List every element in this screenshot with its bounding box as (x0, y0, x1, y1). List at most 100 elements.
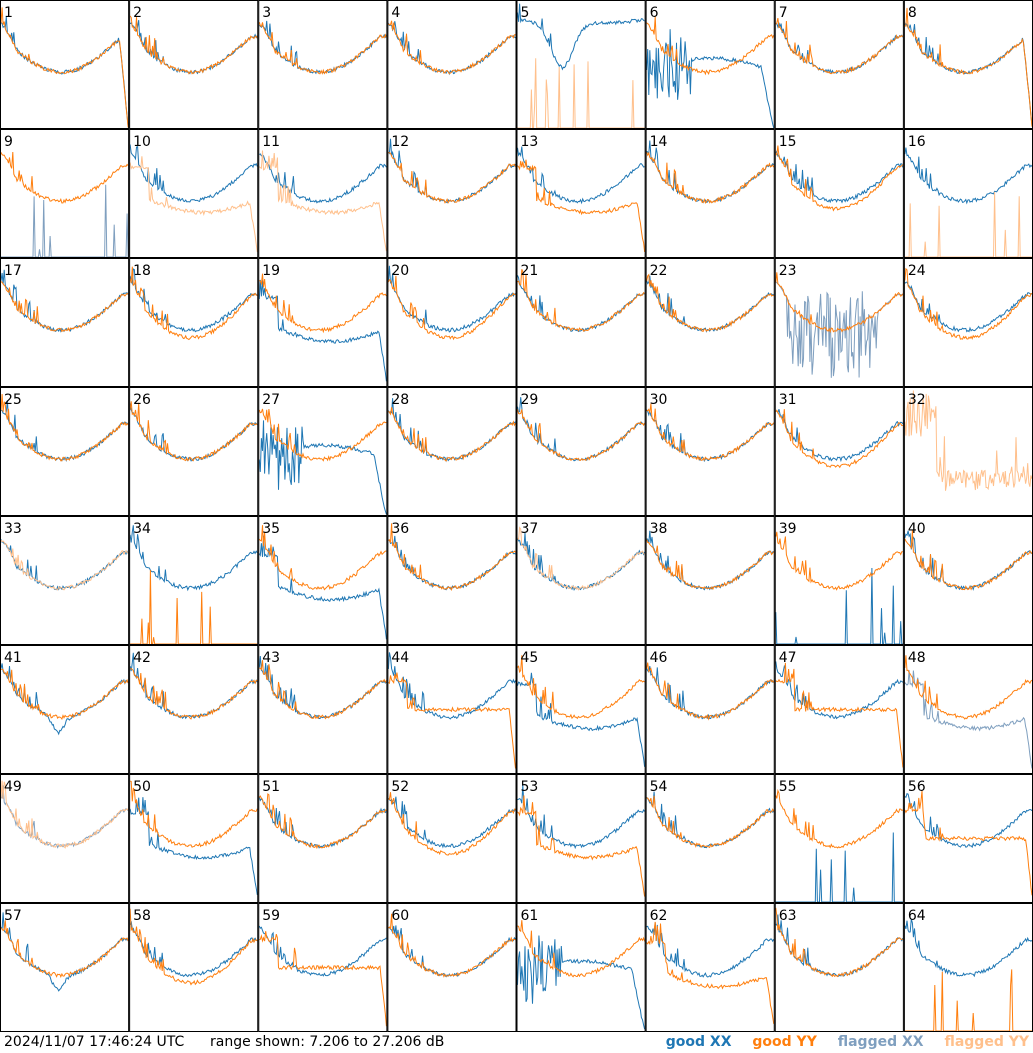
series-yy-panel-56 (904, 790, 1033, 896)
series-xx-panel-16 (904, 147, 1033, 205)
panel-17: 17 (0, 258, 130, 387)
panel-27: 27 (258, 387, 388, 516)
panel-border (387, 774, 517, 903)
panel-border (258, 903, 388, 1032)
panel-label: 30 (650, 392, 668, 408)
panel-label: 55 (779, 779, 797, 795)
series-xx-panel-21 (517, 275, 645, 333)
panel-label: 23 (779, 263, 797, 279)
series-yy-panel-52 (388, 792, 516, 856)
panel-5: 5 (516, 0, 646, 129)
series-yy-panel-39 (775, 531, 903, 591)
panel-4: 4 (387, 0, 517, 129)
legend-flagged-yy: flagged YY (944, 1034, 1029, 1050)
series-yy-panel-37 (517, 526, 645, 591)
panel-56: 56 (903, 774, 1033, 903)
series-yy-panel-4 (388, 20, 516, 75)
panel-border (516, 903, 646, 1032)
panel-border (774, 0, 904, 129)
series-yy-panel-29 (517, 409, 646, 462)
series-yy-panel-28 (388, 407, 516, 462)
series-xx-panel-9 (1, 184, 129, 258)
series-yy-panel-13 (517, 159, 646, 252)
panel-border (387, 0, 517, 129)
panel-border (129, 774, 259, 903)
panel-30: 30 (645, 387, 775, 516)
series-xx-panel-19 (258, 279, 387, 382)
series-yy-panel-30 (646, 403, 775, 462)
series-yy-panel-50 (129, 780, 258, 848)
panel-label: 64 (908, 908, 926, 924)
panel-border (774, 516, 904, 645)
series-yy-panel-2 (129, 15, 258, 75)
panel-label: 63 (779, 908, 797, 924)
series-xx-panel-27 (258, 420, 387, 515)
legend-flagged-xx: flagged XX (837, 1034, 924, 1050)
panel-border (516, 129, 646, 258)
series-xx-panel-44 (387, 652, 516, 720)
panel-border (258, 774, 388, 903)
series-yy-panel-51 (258, 793, 387, 850)
series-xx-panel-52 (387, 796, 516, 849)
series-xx-panel-45 (517, 672, 646, 767)
panel-50: 50 (129, 774, 259, 903)
series-yy-panel-11 (258, 150, 387, 252)
panel-label: 59 (262, 908, 280, 924)
series-yy-panel-63 (775, 907, 904, 978)
panel-border (645, 258, 775, 387)
panel-border (387, 387, 517, 516)
panel-label: 49 (4, 779, 22, 795)
series-xx-panel-62 (646, 922, 775, 978)
series-yy-panel-46 (646, 662, 775, 721)
panel-2: 2 (129, 0, 259, 129)
panel-border (129, 645, 259, 774)
panel-label: 20 (391, 263, 409, 279)
series-yy-panel-3 (258, 22, 387, 75)
series-yy-panel-14 (646, 151, 775, 204)
panel-52: 52 (387, 774, 517, 903)
panel-44: 44 (387, 645, 517, 774)
panel-label: 46 (650, 650, 668, 666)
panel-label: 26 (133, 392, 151, 408)
series-yy-panel-7 (775, 17, 904, 75)
panel-label: 50 (133, 779, 151, 795)
panel-16: 16 (903, 129, 1033, 258)
panel-label: 39 (779, 521, 797, 537)
panel-11: 11 (258, 129, 388, 258)
panel-label: 25 (4, 392, 22, 408)
panel-label: 42 (133, 650, 151, 666)
series-yy-panel-64 (904, 969, 1032, 1032)
panel-3: 3 (258, 0, 388, 129)
panel-border (258, 258, 388, 387)
panel-label: 61 (521, 908, 539, 924)
panel-label: 52 (391, 779, 409, 795)
panel-label: 54 (650, 779, 668, 795)
series-xx-panel-54 (646, 791, 775, 849)
panel-border (129, 0, 259, 129)
panel-28: 28 (387, 387, 517, 516)
panel-15: 15 (774, 129, 904, 258)
series-xx-panel-18 (129, 268, 258, 333)
panel-border (0, 387, 130, 516)
panel-label: 35 (262, 521, 280, 537)
panel-label: 7 (779, 5, 788, 21)
panel-border (774, 774, 904, 903)
series-yy-panel-42 (130, 668, 258, 720)
panel-48: 48 (903, 645, 1033, 774)
series-yy-panel-21 (517, 269, 645, 332)
panel-border (774, 258, 904, 387)
series-yy-panel-44 (388, 672, 516, 769)
panel-label: 15 (779, 134, 797, 150)
panel-border (0, 258, 130, 387)
panel-8: 8 (903, 0, 1033, 129)
panel-label: 32 (908, 392, 926, 408)
series-xx-panel-51 (258, 796, 387, 849)
series-xx-panel-39 (775, 567, 903, 645)
panel-label: 24 (908, 263, 926, 279)
panel-label: 36 (391, 521, 409, 537)
panel-25: 25 (0, 387, 130, 516)
panel-label: 48 (908, 650, 926, 666)
series-yy-panel-27 (258, 408, 387, 462)
panel-label: 51 (262, 779, 280, 795)
